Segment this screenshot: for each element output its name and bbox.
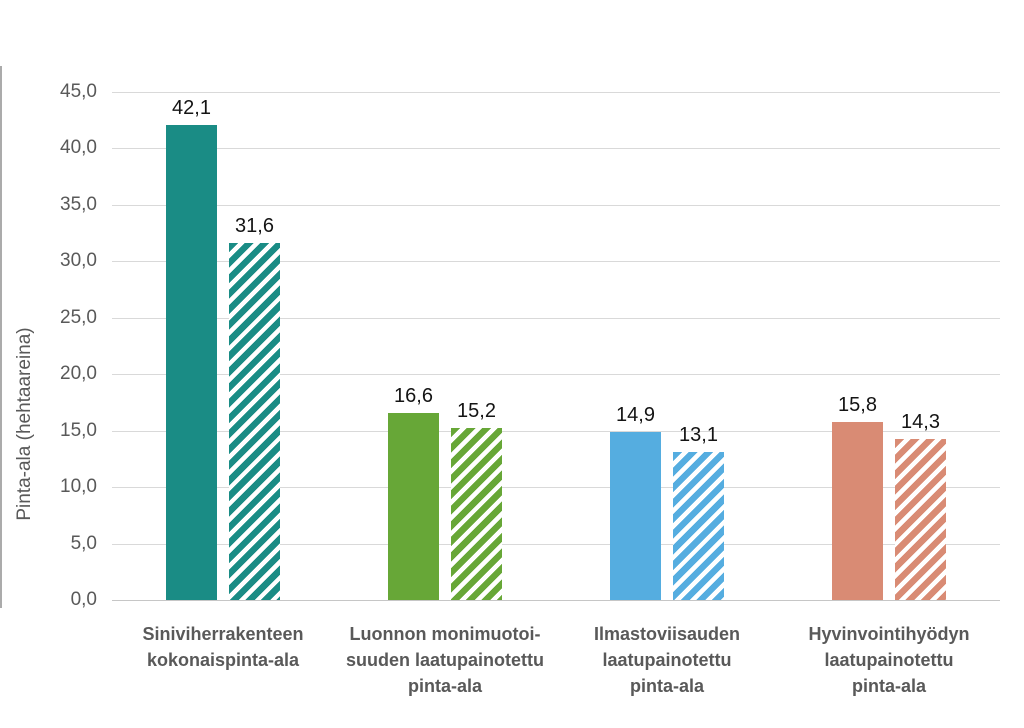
category-label-line: Luonnon monimuotoi-	[349, 624, 541, 644]
category-label-line: Ilmastoviisauden	[593, 624, 741, 644]
gridline	[112, 374, 1000, 376]
bar-solid	[166, 124, 217, 600]
y-tick-label: 25,0	[60, 306, 97, 328]
category-label-line: Hyvinvointihyödyn	[808, 624, 970, 644]
gridline	[112, 317, 1000, 319]
bar-hatched	[895, 438, 946, 600]
x-axis-line	[112, 600, 1000, 601]
y-tick-label: 45,0	[60, 81, 97, 102]
category-label-line: pinta-ala	[407, 676, 482, 696]
gridline	[112, 261, 1000, 263]
bar-hatched	[229, 243, 280, 600]
data-label: 15,2	[457, 400, 496, 423]
bar-hatched	[673, 452, 724, 600]
y-tick-label: 5,0	[70, 532, 97, 554]
bar-solid	[388, 412, 439, 600]
category-label: Hyvinvointihyödyn laatupainotettu pinta-al…	[769, 621, 1009, 699]
data-label: 13,1	[679, 424, 718, 447]
category-label: Luonnon monimuotoi-suuden laatupainotett…	[325, 621, 565, 699]
y-axis-title: Pinta-ala (hehtaareina)	[14, 327, 35, 521]
y-tick-label: 10,0	[60, 476, 97, 498]
bar-hatched	[451, 428, 502, 600]
y-tick-label: 15,0	[60, 419, 97, 441]
data-label: 15,8	[838, 393, 877, 416]
y-tick-label: 40,0	[60, 137, 97, 159]
gridline	[112, 148, 1000, 150]
data-label: 31,6	[235, 215, 274, 238]
bar-solid	[610, 431, 661, 600]
category-label: Ilmastoviisauden laatupainotettu pinta-ala	[547, 621, 787, 699]
gridline	[112, 204, 1000, 206]
gridline	[112, 543, 1000, 545]
category-label-line: pinta-ala	[629, 676, 704, 696]
category-label-line: pinta-ala	[851, 676, 926, 696]
gridline	[112, 92, 1000, 93]
category-label-line: laatupainotettu	[824, 650, 954, 670]
data-label: 42,1	[172, 96, 211, 119]
category-label-line: laatupainotettu	[602, 650, 732, 670]
category-label-line: kokonaispinta-ala	[146, 650, 300, 670]
data-label: 14,9	[616, 403, 655, 426]
gridline	[112, 430, 1000, 432]
y-tick-label: 0,0	[70, 589, 97, 610]
y-tick-label: 35,0	[60, 193, 97, 215]
bar-solid	[832, 421, 883, 600]
y-tick-label: 30,0	[60, 250, 97, 272]
data-label: 14,3	[901, 410, 940, 433]
data-label: 16,6	[394, 384, 433, 407]
gridline	[112, 487, 1000, 489]
category-label-line: suuden laatupainotettu	[346, 650, 544, 670]
y-tick-label: 20,0	[60, 363, 97, 385]
category-label: Siniviherrakenteen kokonaispinta-ala	[103, 621, 343, 673]
category-label-line: Siniviherrakenteen	[142, 624, 304, 644]
